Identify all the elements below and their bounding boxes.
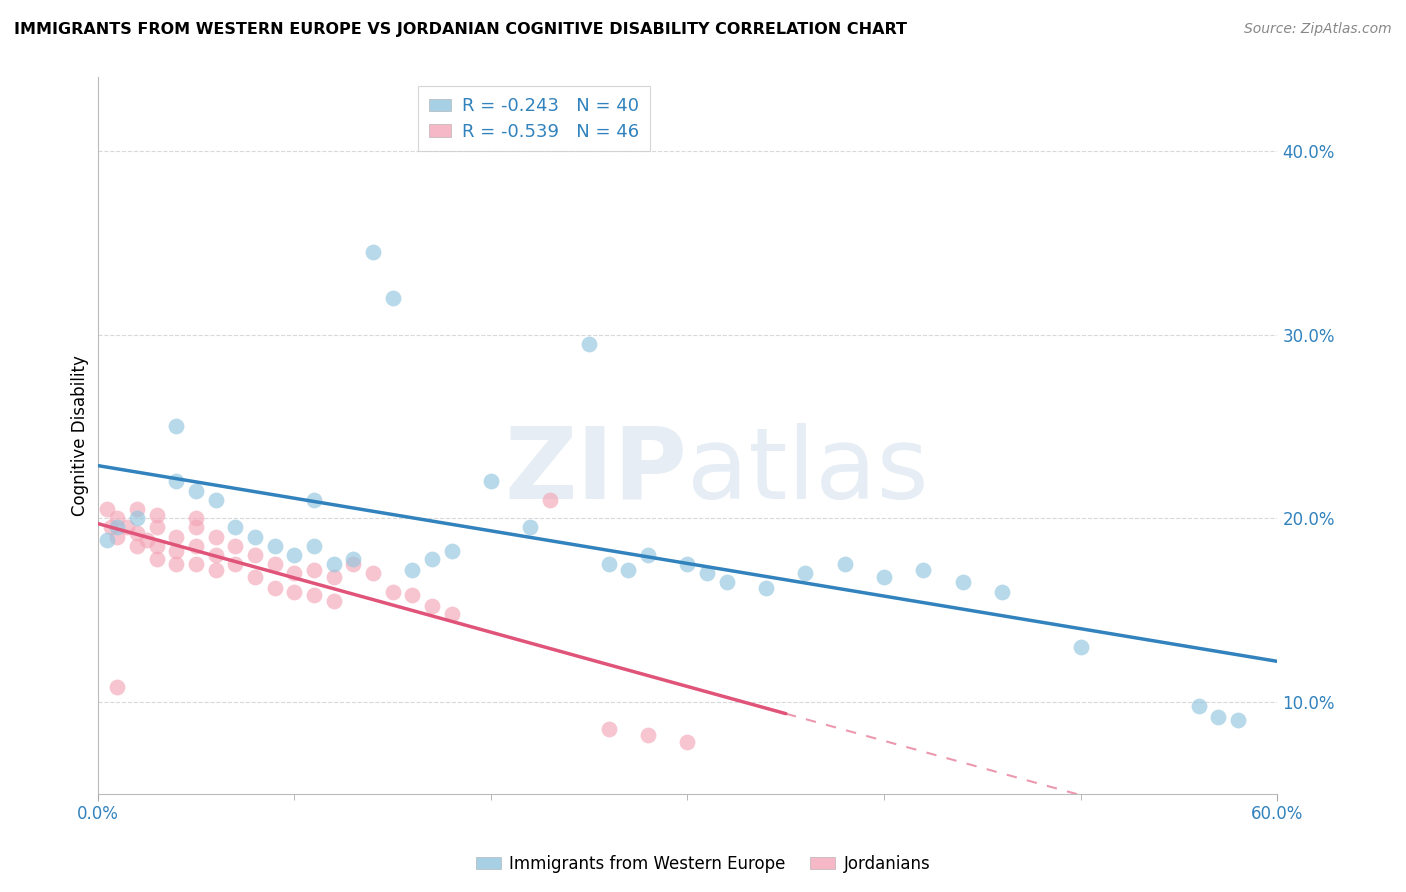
Point <box>834 557 856 571</box>
Point <box>637 728 659 742</box>
Point <box>342 557 364 571</box>
Point <box>105 520 128 534</box>
Point <box>145 520 167 534</box>
Point <box>401 588 423 602</box>
Point <box>125 525 148 540</box>
Text: ZIP: ZIP <box>505 423 688 520</box>
Point <box>243 570 266 584</box>
Point <box>519 520 541 534</box>
Point <box>125 511 148 525</box>
Point <box>243 530 266 544</box>
Point <box>1208 709 1230 723</box>
Y-axis label: Cognitive Disability: Cognitive Disability <box>72 355 89 516</box>
Point <box>794 566 817 581</box>
Point <box>952 575 974 590</box>
Point <box>283 566 305 581</box>
Point <box>204 492 226 507</box>
Point <box>184 557 207 571</box>
Point <box>283 548 305 562</box>
Point <box>440 607 463 621</box>
Point <box>676 735 699 749</box>
Point <box>224 520 246 534</box>
Point <box>578 336 600 351</box>
Point <box>125 502 148 516</box>
Point <box>145 508 167 522</box>
Point <box>135 533 157 548</box>
Point <box>322 557 344 571</box>
Point <box>165 419 187 434</box>
Point <box>165 530 187 544</box>
Point <box>1188 698 1211 713</box>
Point <box>224 539 246 553</box>
Point <box>283 584 305 599</box>
Point <box>204 548 226 562</box>
Point <box>184 483 207 498</box>
Point <box>401 563 423 577</box>
Point <box>479 475 502 489</box>
Point <box>1070 640 1092 654</box>
Point <box>184 520 207 534</box>
Point <box>125 539 148 553</box>
Point <box>224 557 246 571</box>
Point <box>716 575 738 590</box>
Point <box>912 563 935 577</box>
Point <box>420 599 443 614</box>
Point <box>263 539 285 553</box>
Point <box>322 594 344 608</box>
Text: IMMIGRANTS FROM WESTERN EUROPE VS JORDANIAN COGNITIVE DISABILITY CORRELATION CHA: IMMIGRANTS FROM WESTERN EUROPE VS JORDAN… <box>14 22 907 37</box>
Legend: R = -0.243   N = 40, R = -0.539   N = 46: R = -0.243 N = 40, R = -0.539 N = 46 <box>419 87 650 152</box>
Point <box>873 570 896 584</box>
Point <box>696 566 718 581</box>
Point <box>598 723 620 737</box>
Point <box>302 588 325 602</box>
Point <box>184 511 207 525</box>
Point <box>105 680 128 694</box>
Point <box>184 539 207 553</box>
Point <box>165 475 187 489</box>
Point <box>637 548 659 562</box>
Point <box>420 551 443 566</box>
Point <box>96 533 118 548</box>
Point <box>165 544 187 558</box>
Point <box>100 520 122 534</box>
Point <box>361 244 384 259</box>
Point <box>105 530 128 544</box>
Point <box>1227 713 1250 727</box>
Point <box>617 563 640 577</box>
Point <box>115 520 138 534</box>
Text: Source: ZipAtlas.com: Source: ZipAtlas.com <box>1244 22 1392 37</box>
Text: atlas: atlas <box>688 423 929 520</box>
Point <box>755 581 778 595</box>
Point <box>96 502 118 516</box>
Point <box>302 563 325 577</box>
Point <box>381 584 404 599</box>
Point <box>145 539 167 553</box>
Point <box>440 544 463 558</box>
Point <box>361 566 384 581</box>
Point <box>105 511 128 525</box>
Point <box>342 551 364 566</box>
Point <box>991 584 1014 599</box>
Point <box>538 492 561 507</box>
Point <box>243 548 266 562</box>
Point <box>263 557 285 571</box>
Legend: Immigrants from Western Europe, Jordanians: Immigrants from Western Europe, Jordania… <box>470 848 936 880</box>
Point <box>204 563 226 577</box>
Point <box>263 581 285 595</box>
Point <box>302 492 325 507</box>
Point <box>145 551 167 566</box>
Point <box>204 530 226 544</box>
Point <box>598 557 620 571</box>
Point <box>302 539 325 553</box>
Point <box>676 557 699 571</box>
Point <box>165 557 187 571</box>
Point <box>381 291 404 305</box>
Point <box>322 570 344 584</box>
